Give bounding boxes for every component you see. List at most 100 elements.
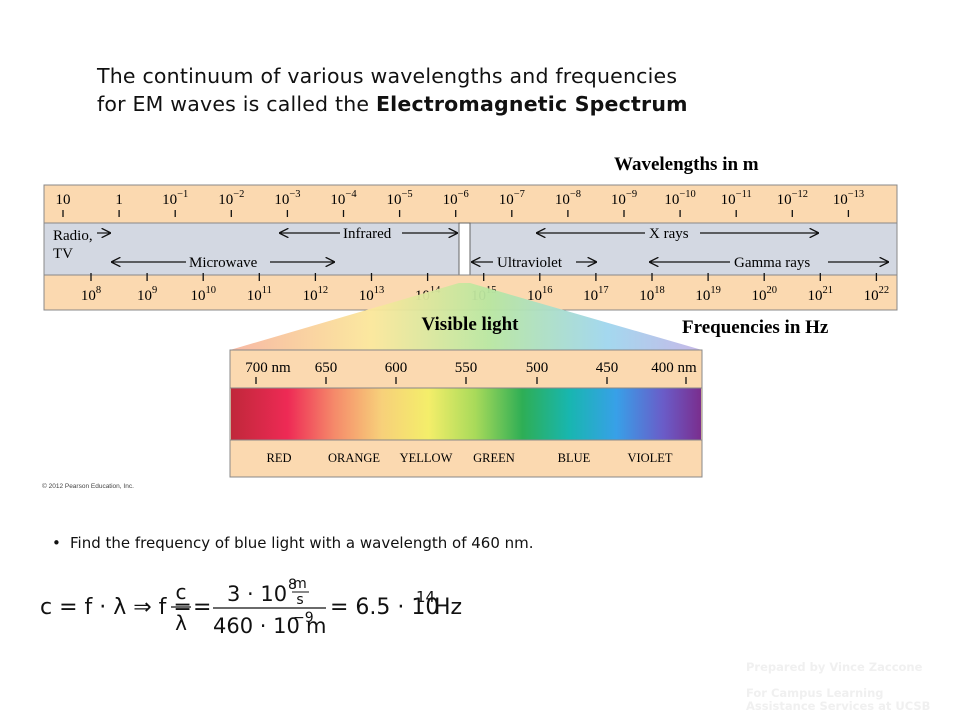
- frequency-base: 10: [137, 288, 152, 304]
- frequency-heading: Frequencies in Hz: [682, 317, 829, 338]
- question-text: Find the frequency of blue light with a …: [70, 534, 534, 552]
- wavelength-exponent: −1: [177, 189, 188, 200]
- slide-title: The continuum of various wavelengths and…: [97, 62, 688, 118]
- wavelength-base: 10: [162, 192, 177, 208]
- wavelength-label: 10−11: [721, 189, 752, 208]
- wavelength-label: 10−7: [499, 189, 525, 208]
- label-gamma: Gamma rays: [734, 255, 810, 271]
- label-infrared: Infrared: [343, 226, 392, 242]
- wavelength-tick-labels: 10 1 10−1 10−2 10−3 10−4 10−5 10−6 10−7 10−8 10−9 1…: [56, 189, 864, 217]
- frequency-exponent: 21: [823, 285, 834, 296]
- result-unit: Hz: [434, 595, 462, 620]
- wavelength-base: 10: [833, 192, 848, 208]
- color-name-label: RED: [267, 451, 292, 465]
- frequency-base: 10: [527, 288, 542, 304]
- frequency-label: 109: [137, 285, 157, 304]
- title-line-1: The continuum of various wavelengths and…: [97, 64, 678, 88]
- wavelength-label: 10−5: [387, 189, 413, 208]
- wavelength-label: 10−13: [833, 189, 864, 208]
- wavelength-label: 10−10: [664, 189, 695, 208]
- frequency-label: 1013: [359, 285, 385, 304]
- frequency-exponent: 9: [152, 285, 157, 296]
- equation-c: c: [176, 580, 187, 604]
- color-name-label: GREEN: [473, 451, 515, 465]
- equation-lambda: λ: [175, 611, 187, 635]
- frequency-exponent: 12: [318, 285, 329, 296]
- frequency-label: 1010: [190, 285, 216, 304]
- wavelength-label: 10−9: [611, 189, 637, 208]
- frequency-label: 1018: [639, 285, 665, 304]
- frequency-label: 1022: [864, 285, 890, 304]
- unit-s: s: [296, 592, 303, 608]
- frequency-base: 10: [247, 288, 262, 304]
- wavelength-base: 10: [443, 192, 458, 208]
- bullet-dot: •: [52, 534, 61, 552]
- wavelength-label: 10−12: [777, 189, 808, 208]
- wavelength-base: 10: [721, 192, 736, 208]
- frequency-base: 10: [864, 288, 879, 304]
- wavelength-label: 10: [56, 192, 71, 208]
- wavelength-base: 10: [777, 192, 792, 208]
- footer-credit: Prepared by Vince Zaccone: [746, 660, 923, 674]
- frequency-base: 10: [808, 288, 823, 304]
- wavelength-base: 1: [115, 192, 123, 208]
- frequency-exponent: 16: [542, 285, 553, 296]
- wavelength-base: 10: [56, 192, 71, 208]
- wavelength-base: 10: [555, 192, 570, 208]
- equation-result: = 6.5 · 10: [330, 595, 439, 620]
- color-name-label: VIOLET: [627, 451, 672, 465]
- frequency-exponent: 17: [598, 285, 609, 296]
- wavelength-base: 10: [387, 192, 402, 208]
- footer-line-3: Assistance Services at UCSB: [746, 699, 931, 713]
- wavelength-base: 10: [218, 192, 233, 208]
- question-bullet: • Find the frequency of blue light with a…: [52, 534, 534, 552]
- numerator-exp: 8: [288, 577, 297, 593]
- frequency-base: 10: [81, 288, 96, 304]
- frequency-exponent: 13: [374, 285, 385, 296]
- title-bold-term: Electromagnetic Spectrum: [375, 92, 688, 116]
- frequency-base: 10: [583, 288, 598, 304]
- visible-funnel: [230, 283, 702, 350]
- wavelength-base: 10: [330, 192, 345, 208]
- frequency-base: 10: [303, 288, 318, 304]
- frequency-exponent: 18: [654, 285, 665, 296]
- visible-wavelength-label: 700 nm: [245, 360, 291, 376]
- visible-wavelength-label: 650: [315, 360, 338, 376]
- frequency-base: 10: [190, 288, 205, 304]
- visible-wavelength-labels: 700 nm 650 600 550 500 450 400 nm: [245, 360, 697, 384]
- wavelength-base: 10: [274, 192, 289, 208]
- label-microwave: Microwave: [189, 255, 258, 271]
- wavelength-exponent: −2: [233, 189, 244, 200]
- wavelength-exponent: −4: [345, 189, 357, 200]
- frequency-label: 1021: [808, 285, 834, 304]
- result-exp: 14: [416, 588, 435, 606]
- wavelength-exponent: −13: [848, 189, 864, 200]
- visible-heading: Visible light: [422, 314, 520, 335]
- title-line-2-prefix: for EM waves is called the: [97, 92, 376, 116]
- wavelength-label: 10−2: [218, 189, 244, 208]
- wavelength-label: 10−8: [555, 189, 581, 208]
- color-name-labels: RED ORANGE YELLOW GREEN BLUE VIOLET: [267, 451, 673, 465]
- visible-color-bar: [231, 388, 701, 440]
- frequency-exponent: 8: [96, 285, 101, 296]
- frequency-label: 108: [81, 285, 101, 304]
- wavelength-exponent: −9: [626, 189, 637, 200]
- equation-lhs: c = f · λ ⇒ f =: [40, 595, 192, 620]
- wavelength-exponent: −8: [570, 189, 581, 200]
- frequency-exponent: 11: [262, 285, 272, 296]
- wavelength-band: [43, 184, 898, 224]
- frequency-base: 10: [695, 288, 710, 304]
- wavelength-heading: Wavelengths in m: [614, 154, 759, 175]
- denominator-exp: −9: [293, 610, 314, 626]
- frequency-exponent: 19: [710, 285, 721, 296]
- copyright: © 2012 Pearson Education, Inc.: [42, 482, 134, 490]
- label-tv: TV: [53, 246, 73, 262]
- wavelength-exponent: −5: [402, 189, 413, 200]
- numerator: 3 · 10: [227, 582, 287, 606]
- wavelength-exponent: −3: [289, 189, 300, 200]
- frequency-label: 1011: [247, 285, 272, 304]
- wavelength-label: 10−1: [162, 189, 188, 208]
- wavelength-base: 10: [611, 192, 626, 208]
- equation-eq: =: [193, 595, 211, 620]
